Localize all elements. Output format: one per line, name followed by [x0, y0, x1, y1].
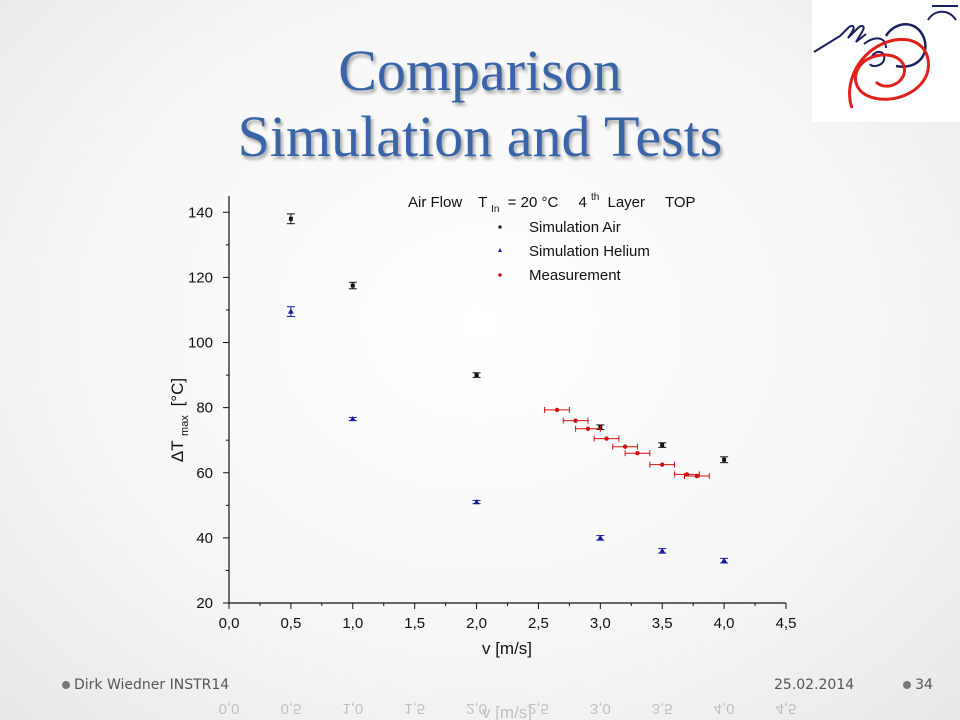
- data-point: [597, 534, 604, 540]
- slide-title-line2: Simulation and Tests: [237, 104, 723, 169]
- x-tick-label: 2,5: [528, 615, 549, 632]
- data-point: [288, 216, 293, 221]
- data-point: [473, 499, 480, 505]
- data-point: [554, 407, 560, 413]
- data-point: [660, 443, 665, 448]
- data-point: [684, 472, 690, 477]
- legend-label: Measurement: [529, 267, 622, 284]
- data-point: [722, 457, 727, 462]
- annotation-layer-sup: th: [591, 192, 599, 203]
- annotation-temp: = 20 °C: [508, 194, 559, 211]
- y-tick-label: 100: [188, 335, 213, 352]
- footer-date-page: 25.02.2014 34: [774, 677, 933, 693]
- legend-marker: [498, 225, 502, 229]
- footer-author: Dirk Wiedner INSTR14: [62, 677, 229, 693]
- chart-legend: Simulation Air Simulation Helium Measureme…: [498, 219, 650, 284]
- chart-annotation: Air Flow T In = 20 °C 4 th Layer TOP: [408, 187, 696, 216]
- chart-marks: [286, 213, 729, 564]
- legend-marker: [498, 273, 502, 277]
- bullet-icon: [903, 681, 912, 689]
- mu3e-logo: [812, 0, 960, 122]
- x-tick-label: 4,5: [776, 615, 797, 632]
- y-axis-label-delta: ΔT: [168, 441, 187, 462]
- annotation-top: TOP: [665, 194, 696, 211]
- x-tick-label: 3,0: [590, 615, 611, 632]
- y-axis-label: ΔT max [°C]: [168, 378, 192, 462]
- annotation-layer: Layer: [608, 194, 646, 211]
- data-point: [474, 373, 479, 378]
- footer-page: 34: [915, 677, 933, 693]
- data-point: [660, 462, 665, 467]
- data-point: [349, 416, 356, 422]
- data-point: [350, 283, 355, 288]
- data-point: [287, 308, 294, 314]
- chart-axes: [228, 196, 786, 604]
- annotation-t: T: [478, 194, 487, 211]
- mu3e-logo-icon: [813, 5, 958, 109]
- legend-label: Simulation Air: [529, 219, 621, 236]
- y-tick-label: 140: [188, 204, 213, 221]
- y-tick-label: 20: [196, 595, 213, 612]
- data-point: [694, 473, 700, 479]
- x-tick-label: 4,0: [714, 615, 735, 632]
- data-point: [573, 418, 578, 423]
- annotation-airflow: Air Flow: [408, 194, 462, 211]
- slide-title-line1: Comparison: [338, 38, 622, 103]
- legend-label: Simulation Helium: [529, 243, 650, 260]
- y-tick-label: 80: [196, 400, 213, 417]
- series-simulation-air: [286, 213, 729, 464]
- annotation-t-sub: In: [491, 204, 499, 215]
- legend-marker: [498, 248, 502, 252]
- x-tick-label: 1,5: [404, 615, 425, 632]
- footer-author-text: Dirk Wiedner INSTR14: [74, 677, 230, 693]
- x-tick-label: 0,0: [219, 615, 240, 632]
- data-point: [604, 436, 609, 441]
- footer-date: 25.02.2014: [774, 677, 855, 693]
- data-point: [659, 547, 666, 553]
- data-point: [721, 557, 728, 563]
- y-tick-label: 40: [196, 530, 213, 547]
- y-axis-label-unit: [°C]: [168, 378, 187, 407]
- slide-title: Comparison Simulation and Tests: [140, 38, 820, 170]
- annotation-layer-num: 4: [578, 194, 586, 211]
- x-tick-label: 0,5: [280, 615, 301, 632]
- x-tick-label: 2,0: [466, 615, 487, 632]
- y-tick-label: 60: [196, 465, 213, 482]
- y-tick-label: 120: [188, 269, 213, 286]
- bullet-icon: [62, 681, 70, 689]
- x-tick-label: 1,0: [342, 615, 363, 632]
- x-tick-label: 3,5: [652, 615, 673, 632]
- series-measurement: [544, 406, 710, 480]
- series-simulation-helium: [286, 306, 729, 564]
- chart-ticks: 0,0 0,5 1,0 1,5 2,0 2,5 3,0 3,5 4,0 4,5 20 40 60 80 10…: [188, 204, 796, 632]
- data-point: [622, 444, 628, 449]
- y-axis-label-sub: max: [179, 415, 191, 436]
- x-axis-label: v [m/s]: [482, 639, 532, 658]
- data-point: [585, 426, 591, 432]
- data-point: [635, 451, 640, 456]
